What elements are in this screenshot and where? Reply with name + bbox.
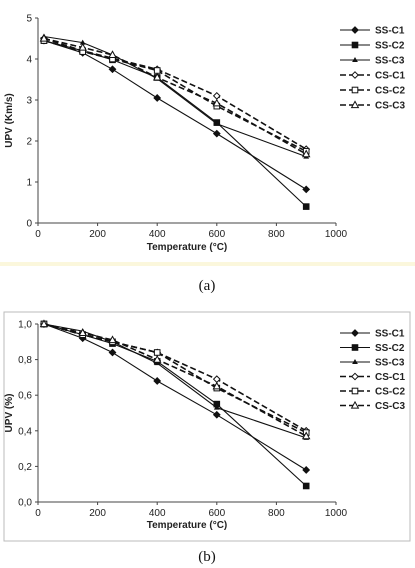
data-point <box>301 431 311 440</box>
legend-marker <box>350 400 360 409</box>
series-line <box>43 37 307 150</box>
legend-marker <box>352 57 358 62</box>
legend-marker <box>352 359 358 365</box>
legend-marker <box>351 26 359 34</box>
series-line <box>43 40 307 208</box>
data-point <box>302 482 310 490</box>
series-line <box>43 39 307 153</box>
data-point <box>301 149 311 158</box>
legend-label: SS-C1 <box>375 329 405 340</box>
x-tick-label: 600 <box>208 508 225 519</box>
legend-marker <box>351 372 359 381</box>
y-tick-label: 0,0 <box>18 498 32 509</box>
x-tick-label: 200 <box>89 508 106 519</box>
series-line <box>43 37 307 155</box>
y-tick-label: 3 <box>26 96 32 107</box>
data-point <box>212 98 222 107</box>
legend-label: SS-C2 <box>375 343 405 354</box>
data-point <box>213 404 220 410</box>
caption-a: (a) <box>199 278 216 294</box>
x-tick-label: 800 <box>268 229 285 240</box>
legend-label: CS-C3 <box>375 101 405 112</box>
legend-marker <box>351 387 359 395</box>
data-point <box>302 185 311 194</box>
data-point <box>152 354 162 363</box>
data-point <box>302 203 310 210</box>
chart-panel-b: 0 200 400 600 800 1000 0,0 0,2 0,4 0,6 0,8 1,0 Tempe… <box>4 319 405 531</box>
legend-label: CS-C2 <box>375 86 405 97</box>
data-point <box>153 67 161 74</box>
data-point <box>78 328 87 336</box>
x-tick-label: 1000 <box>325 508 348 519</box>
data-point <box>39 319 49 328</box>
x-tick-label: 800 <box>268 508 285 519</box>
data-point <box>39 33 49 42</box>
legend-marker <box>351 71 359 79</box>
caption-b: (b) <box>198 549 216 565</box>
x-axis-title: Temperature (°C) <box>147 242 228 253</box>
y-axis-title: UPV (Km/s) <box>4 93 15 147</box>
series-cs-c3 <box>39 319 311 440</box>
legend-marker <box>351 344 359 351</box>
x-tick-label: 400 <box>149 508 166 519</box>
data-point <box>78 42 87 51</box>
y-tick-label: 0 <box>26 219 32 230</box>
data-point <box>153 94 162 102</box>
legend-label: CS-C1 <box>375 372 405 383</box>
chart-panel-a: 0 200 400 600 800 1000 0 1 2 3 4 5 Temperature (°C) U… <box>4 14 405 254</box>
x-tick-label: 1000 <box>325 229 348 240</box>
legend-marker <box>351 41 359 49</box>
data-point <box>154 360 161 366</box>
y-tick-label: 1 <box>26 178 32 189</box>
y-tick-label: 5 <box>26 14 32 25</box>
legend-marker <box>351 329 359 337</box>
x-tick-label: 400 <box>149 229 166 240</box>
y-tick-label: 0,6 <box>18 391 32 402</box>
x-tick-label: 0 <box>35 229 41 240</box>
legend-marker <box>351 86 359 94</box>
x-tick-label: 0 <box>35 508 41 519</box>
legend-label: SS-C3 <box>375 358 405 369</box>
legend-label: CS-C3 <box>375 401 405 412</box>
data-point <box>153 349 161 356</box>
y-tick-label: 1,0 <box>18 320 32 331</box>
legend-marker <box>350 100 360 109</box>
data-point <box>108 65 117 74</box>
panel-b-frame <box>3 311 411 542</box>
y-tick-label: 2 <box>26 137 32 148</box>
series-line <box>43 323 307 434</box>
data-point <box>212 381 222 390</box>
legend-label: CS-C2 <box>375 387 405 398</box>
series-line <box>43 323 307 439</box>
data-point <box>213 120 220 126</box>
legend-label: SS-C3 <box>375 56 405 67</box>
y-tick-label: 0,8 <box>18 355 32 366</box>
data-point <box>302 466 311 474</box>
data-point <box>153 377 162 385</box>
data-point <box>108 50 117 58</box>
legend-label: CS-C1 <box>375 71 405 82</box>
y-tick-label: 0,4 <box>18 426 32 437</box>
legend-label: SS-C2 <box>375 41 405 52</box>
series-line <box>43 323 307 471</box>
y-tick-label: 0,2 <box>18 462 32 473</box>
legend-label: SS-C1 <box>375 26 405 37</box>
series-cs-c3 <box>39 33 311 158</box>
data-point <box>108 335 117 344</box>
y-tick-label: 4 <box>26 55 32 66</box>
x-axis-title: Temperature (°C) <box>147 520 228 531</box>
data-point <box>108 348 117 357</box>
series-line <box>43 40 307 190</box>
data-point <box>152 72 162 81</box>
x-tick-label: 600 <box>208 229 225 240</box>
x-tick-label: 200 <box>89 229 106 240</box>
data-point <box>212 410 221 419</box>
data-point <box>212 129 221 138</box>
y-axis-title: UPV (%) <box>4 394 15 433</box>
series-line <box>43 323 307 437</box>
